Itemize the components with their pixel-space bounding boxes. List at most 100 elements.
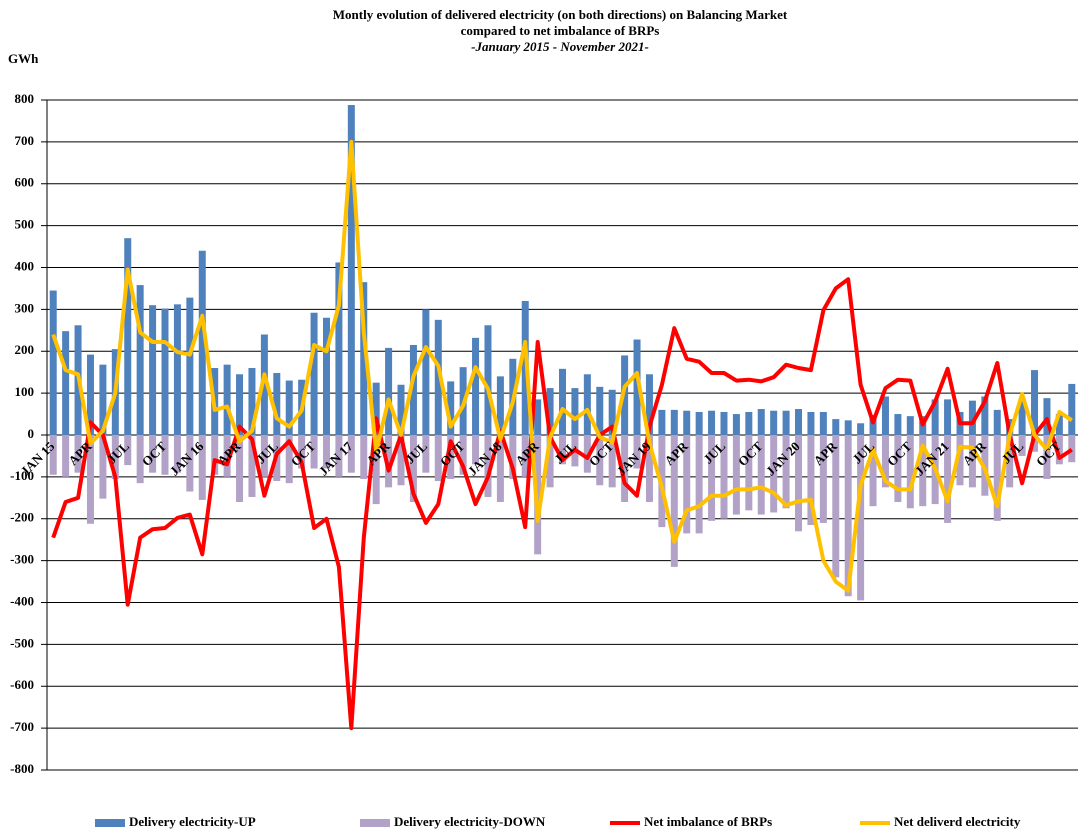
bar: [559, 368, 566, 435]
bar: [260, 334, 268, 435]
bar: [906, 416, 914, 435]
bar: [447, 381, 455, 435]
bar: [223, 364, 231, 435]
bar: [49, 290, 57, 435]
bar: [819, 411, 827, 435]
bar: [881, 396, 889, 435]
line-series: [51, 139, 1073, 593]
bar: [695, 411, 703, 435]
bar: [869, 435, 877, 507]
bar: [173, 435, 181, 473]
bar: [807, 411, 815, 435]
bar: [111, 435, 119, 479]
bar: [161, 308, 169, 435]
bar: [273, 373, 281, 435]
bar: [1018, 398, 1026, 435]
bar: [322, 435, 330, 469]
bar: [670, 435, 678, 567]
bar: [770, 435, 778, 513]
bar: [49, 435, 57, 475]
bar: [310, 435, 318, 469]
y-axis-label: GWh: [8, 51, 39, 66]
bar: [857, 423, 865, 435]
bar: [695, 435, 703, 534]
bar: [1006, 435, 1014, 488]
y-tick-label: -300: [10, 552, 34, 567]
y-tick-label: -700: [10, 719, 34, 734]
bar: [795, 435, 803, 532]
bar: [260, 435, 268, 477]
bar: [931, 399, 939, 435]
y-tick-label: 500: [15, 217, 35, 232]
bar: [459, 435, 467, 475]
bar: [211, 435, 219, 475]
legend-swatch: [360, 819, 390, 827]
bar: [434, 319, 442, 435]
bar: [198, 250, 206, 435]
y-tick-label: 800: [15, 91, 35, 106]
bar: [993, 409, 1001, 435]
bar: [807, 435, 815, 526]
bar: [894, 435, 902, 502]
bar: [285, 435, 293, 484]
bar: [360, 435, 368, 479]
chart-title: Montly evolution of delivered electricit…: [333, 7, 788, 22]
y-tick-label: -800: [10, 761, 34, 776]
y-tick-label: 200: [15, 342, 35, 357]
bar: [968, 400, 976, 435]
bar: [62, 435, 70, 477]
bar: [62, 331, 70, 435]
bar: [1068, 383, 1076, 435]
bar: [745, 435, 753, 511]
bar: [248, 368, 256, 435]
bar: [161, 435, 169, 475]
bar: [434, 435, 442, 482]
bar: [372, 382, 380, 435]
bar: [571, 388, 579, 435]
bar: [472, 435, 480, 465]
bar: [99, 364, 107, 435]
bar: [496, 435, 504, 502]
chart-title: compared to net imbalance of BRPs: [461, 23, 660, 38]
bar: [99, 435, 107, 499]
y-tick-label: 300: [15, 300, 35, 315]
bar: [86, 354, 94, 435]
bar: [347, 105, 355, 436]
bar: [223, 435, 231, 477]
bar: [732, 414, 740, 435]
y-tick-label: -500: [10, 635, 34, 650]
bar: [124, 435, 132, 466]
bar: [645, 374, 653, 435]
bar: [236, 374, 244, 435]
bar: [236, 435, 244, 502]
bar: [633, 339, 641, 435]
bar: [397, 435, 405, 486]
bar: [993, 435, 1001, 521]
bar: [534, 399, 542, 435]
bar: [521, 435, 529, 477]
bar: [857, 435, 865, 601]
bar: [186, 435, 194, 492]
bar: [708, 435, 716, 521]
bar: [546, 435, 554, 488]
bar: [720, 411, 728, 435]
bar: [74, 435, 82, 473]
bar: [322, 317, 330, 435]
y-tick-label: 400: [15, 258, 35, 273]
bar: [708, 410, 716, 435]
bar: [198, 435, 206, 500]
bar: [782, 435, 790, 509]
bar: [409, 344, 417, 435]
bar: [149, 305, 157, 435]
bar: [447, 435, 455, 479]
bar: [645, 435, 653, 502]
y-tick-label: 0: [28, 426, 35, 441]
bar: [944, 435, 952, 523]
bar: [869, 414, 877, 435]
y-tick-label: 100: [15, 384, 35, 399]
bar: [484, 435, 492, 497]
bar: [397, 384, 405, 435]
bar: [1018, 435, 1026, 456]
bar: [981, 396, 989, 435]
